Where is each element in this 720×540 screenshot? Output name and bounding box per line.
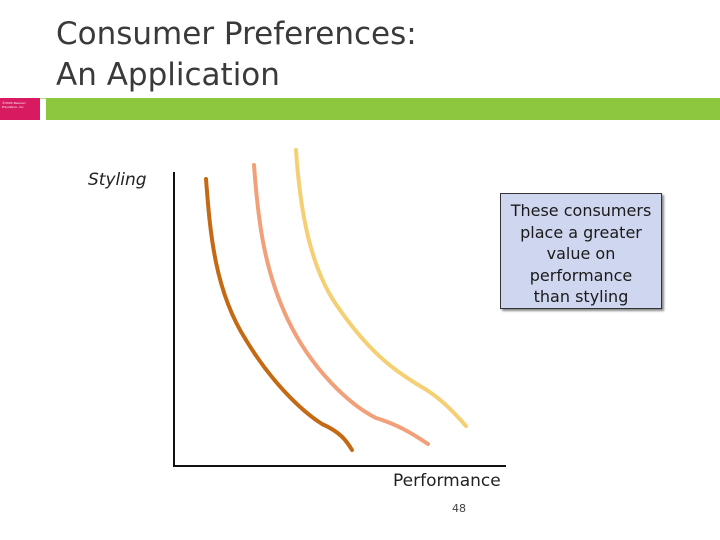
copyright-text: ©2005 Pearson Education, Inc. — [2, 101, 26, 109]
callout-line: place a greater — [520, 222, 642, 242]
callout-box: These consumers place a greater value on… — [500, 193, 662, 309]
title-line-1: Consumer Preferences: — [56, 16, 417, 52]
callout-line: performance — [529, 265, 633, 285]
callout-line: value on — [546, 244, 616, 263]
indifference-curve-3 — [294, 148, 468, 428]
header-accent-green — [46, 98, 720, 120]
slide-title: Consumer Preferences: An Application — [56, 14, 417, 96]
title-line-2: An Application — [56, 57, 280, 93]
header-accent-pink — [0, 98, 40, 120]
indifference-curve-2 — [252, 163, 430, 446]
y-axis-label: Styling — [88, 170, 147, 190]
callout-line: than styling — [533, 287, 629, 306]
callout-line: These consumers — [510, 201, 652, 220]
x-axis-label: Performance — [393, 471, 501, 491]
indifference-curve-1 — [204, 177, 354, 452]
page-number: 48 — [452, 502, 466, 515]
